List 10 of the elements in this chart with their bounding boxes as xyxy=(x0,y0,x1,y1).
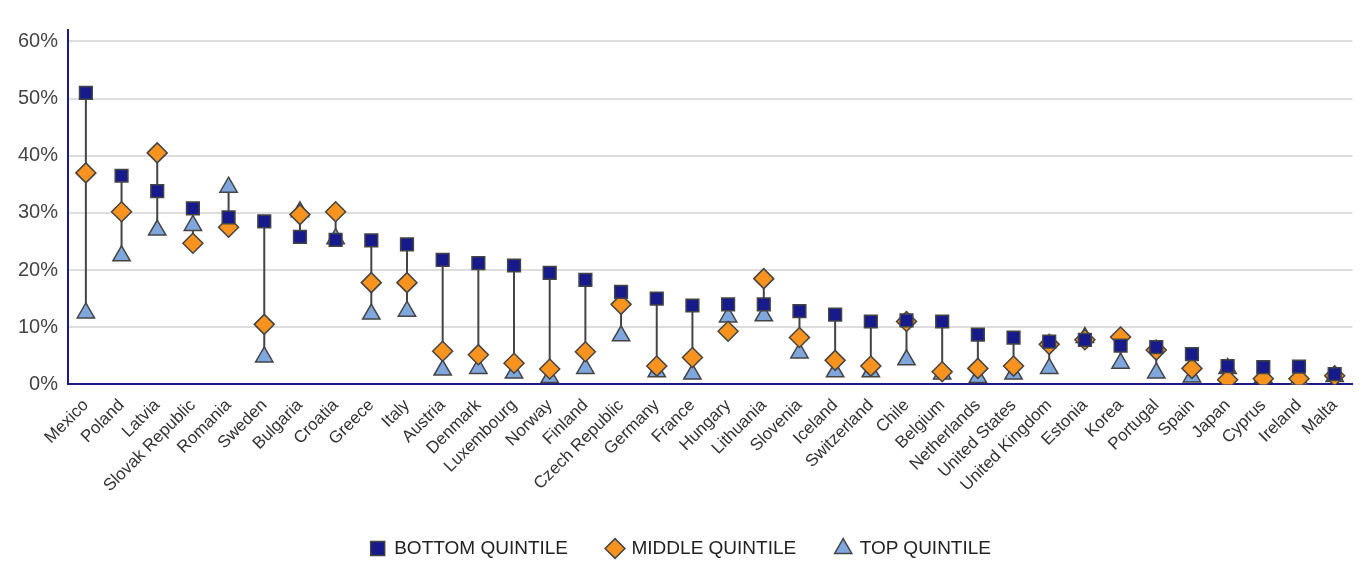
y-tick-label: 40% xyxy=(18,143,59,166)
y-tick-label: 10% xyxy=(18,314,59,337)
legend-label: TOP QUINTILE xyxy=(859,536,991,558)
legend-label: BOTTOM QUINTILE xyxy=(394,536,569,558)
y-tick-label: 30% xyxy=(18,200,59,223)
y-tick-label: 20% xyxy=(18,257,59,280)
y-tick-label: 60% xyxy=(18,28,59,51)
y-tick-label: 50% xyxy=(18,86,59,109)
y-tick-label: 0% xyxy=(29,371,59,394)
legend-label: MIDDLE QUINTILE xyxy=(631,536,797,558)
